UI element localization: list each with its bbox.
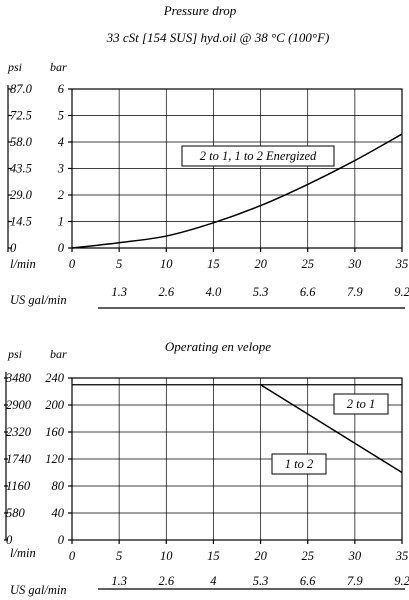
psi-tick-label: 14.5 bbox=[10, 215, 32, 229]
chart2-psi-unit: psi bbox=[7, 347, 22, 361]
gpm-tick-label: 5.3 bbox=[253, 574, 269, 588]
y-tick-label: 0 bbox=[58, 241, 65, 255]
chart1-psi-ticks: 0 14.5 29.0 43.5 58.0 72.5 87.0 bbox=[8, 82, 33, 255]
gpm-tick-label: 9.2 bbox=[394, 285, 409, 299]
chart2-x-ticks: 0 5 10 15 20 25 30 35 bbox=[69, 540, 408, 563]
psi-tick-label: 580 bbox=[6, 506, 26, 520]
gpm-tick-label: 7.9 bbox=[347, 285, 363, 299]
chart1-gpm-ticks: 1.3 2.6 4.0 5.3 6.6 7.9 9.2 bbox=[111, 285, 409, 299]
chart1-xlabel: l/min bbox=[10, 257, 36, 271]
x-tick-label: 0 bbox=[69, 257, 76, 271]
chart1-subtitle: 33 cSt [154 SUS] hyd.oil @ 38 °C (100°F) bbox=[106, 30, 330, 45]
gpm-tick-label: 6.6 bbox=[300, 285, 316, 299]
pressure-drop-chart: Pressure drop 33 cSt [154 SUS] hyd.oil @… bbox=[7, 3, 409, 309]
y-tick-label: 200 bbox=[45, 398, 65, 412]
chart2-annotation-2to1: 2 to 1 bbox=[347, 397, 375, 411]
x-tick-label: 25 bbox=[301, 257, 314, 271]
x-tick-label: 20 bbox=[254, 549, 267, 563]
series-line bbox=[260, 384, 403, 474]
y-tick-label: 5 bbox=[58, 109, 64, 123]
x-tick-label: 30 bbox=[348, 549, 362, 563]
gpm-tick-label: 6.6 bbox=[300, 574, 316, 588]
psi-tick-label: 43.5 bbox=[10, 162, 32, 176]
chart2-annotation-box-1to2 bbox=[271, 453, 327, 475]
chart2-title: Operating en velope bbox=[165, 339, 271, 354]
chart1-gridlines bbox=[72, 89, 402, 248]
psi-tick-label: 3480 bbox=[5, 371, 32, 385]
x-tick-label: 30 bbox=[348, 257, 362, 271]
chart1-bar-unit: bar bbox=[50, 60, 67, 74]
y-tick-label: 0 bbox=[58, 533, 65, 547]
gpm-tick-label: 1.3 bbox=[111, 574, 127, 588]
chart1-psi-unit: psi bbox=[7, 60, 22, 74]
chart1-y-ticks: 0 1 2 3 4 5 6 bbox=[57, 82, 72, 255]
chart1-x-ticks: 0 5 10 15 20 25 30 35 bbox=[69, 248, 408, 271]
x-tick-label: 5 bbox=[116, 257, 122, 271]
chart1-legend-box bbox=[181, 145, 335, 167]
chart1-series-label: 2 to 1, 1 to 2 Energized bbox=[200, 149, 317, 163]
y-tick-label: 1 bbox=[58, 215, 64, 229]
gpm-tick-label: 7.9 bbox=[347, 574, 363, 588]
psi-tick-label: 2320 bbox=[6, 425, 32, 439]
psi-tick-label: 0 bbox=[6, 533, 13, 547]
x-tick-label: 20 bbox=[254, 257, 267, 271]
x-tick-label: 15 bbox=[207, 549, 220, 563]
series-line bbox=[71, 133, 403, 249]
operating-envelope-chart: Operating en velope psi bar 040801201602… bbox=[4, 339, 409, 597]
psi-tick-label: 1740 bbox=[6, 452, 32, 466]
psi-tick-label: 29.0 bbox=[10, 188, 33, 202]
x-tick-label: 15 bbox=[207, 257, 220, 271]
psi-tick-label: 72.5 bbox=[10, 109, 32, 123]
y-tick-label: 4 bbox=[58, 135, 64, 149]
chart1-title: Pressure drop bbox=[163, 3, 237, 18]
chart1-series bbox=[71, 133, 403, 249]
x-tick-label: 0 bbox=[69, 549, 76, 563]
x-tick-label: 25 bbox=[301, 549, 314, 563]
psi-tick-label: 58.0 bbox=[10, 135, 33, 149]
chart2-annotation-1to2: 1 to 2 bbox=[285, 457, 313, 471]
y-tick-label: 3 bbox=[57, 162, 64, 176]
y-tick-label: 240 bbox=[45, 371, 65, 385]
gpm-tick-label: 5.3 bbox=[253, 285, 269, 299]
chart2-series bbox=[260, 384, 403, 474]
psi-tick-label: 87.0 bbox=[10, 82, 33, 96]
gpm-tick-label: 9.2 bbox=[394, 574, 409, 588]
chart2-y-ticks: 0 40 80 120 160 200 240 bbox=[45, 371, 72, 547]
psi-tick-label: 1160 bbox=[6, 479, 31, 493]
y-tick-label: 160 bbox=[45, 425, 65, 439]
x-tick-label: 35 bbox=[395, 549, 409, 563]
x-tick-label: 10 bbox=[160, 549, 173, 563]
chart2-psi-ticks: 0 580 1160 1740 2320 2900 3480 bbox=[4, 371, 32, 547]
chart2-xlabel: l/min bbox=[10, 546, 36, 560]
gpm-tick-label: 4.0 bbox=[206, 285, 222, 299]
chart2-annotation-box-2to1 bbox=[333, 393, 389, 415]
gpm-tick-label: 4 bbox=[210, 574, 216, 588]
y-tick-label: 2 bbox=[58, 188, 64, 202]
chart2-bar-unit: bar bbox=[50, 347, 67, 361]
gpm-tick-label: 2.6 bbox=[158, 285, 174, 299]
gpm-tick-label: 1.3 bbox=[111, 285, 127, 299]
y-tick-label: 40 bbox=[52, 506, 65, 520]
chart2-x2label: US gal/min bbox=[10, 583, 67, 597]
psi-tick-label: 0 bbox=[10, 241, 17, 255]
y-tick-label: 80 bbox=[52, 479, 65, 493]
gpm-tick-label: 2.6 bbox=[158, 574, 174, 588]
chart2-gpm-ticks: 1.3 2.6 4 5.3 6.6 7.9 9.2 bbox=[111, 574, 409, 588]
x-tick-label: 10 bbox=[160, 257, 173, 271]
psi-tick-label: 2900 bbox=[6, 398, 32, 412]
y-tick-label: 120 bbox=[45, 452, 65, 466]
chart1-x2label: US gal/min bbox=[10, 293, 67, 307]
y-tick-label: 6 bbox=[58, 82, 65, 96]
x-tick-label: 35 bbox=[395, 257, 409, 271]
x-tick-label: 5 bbox=[116, 549, 122, 563]
